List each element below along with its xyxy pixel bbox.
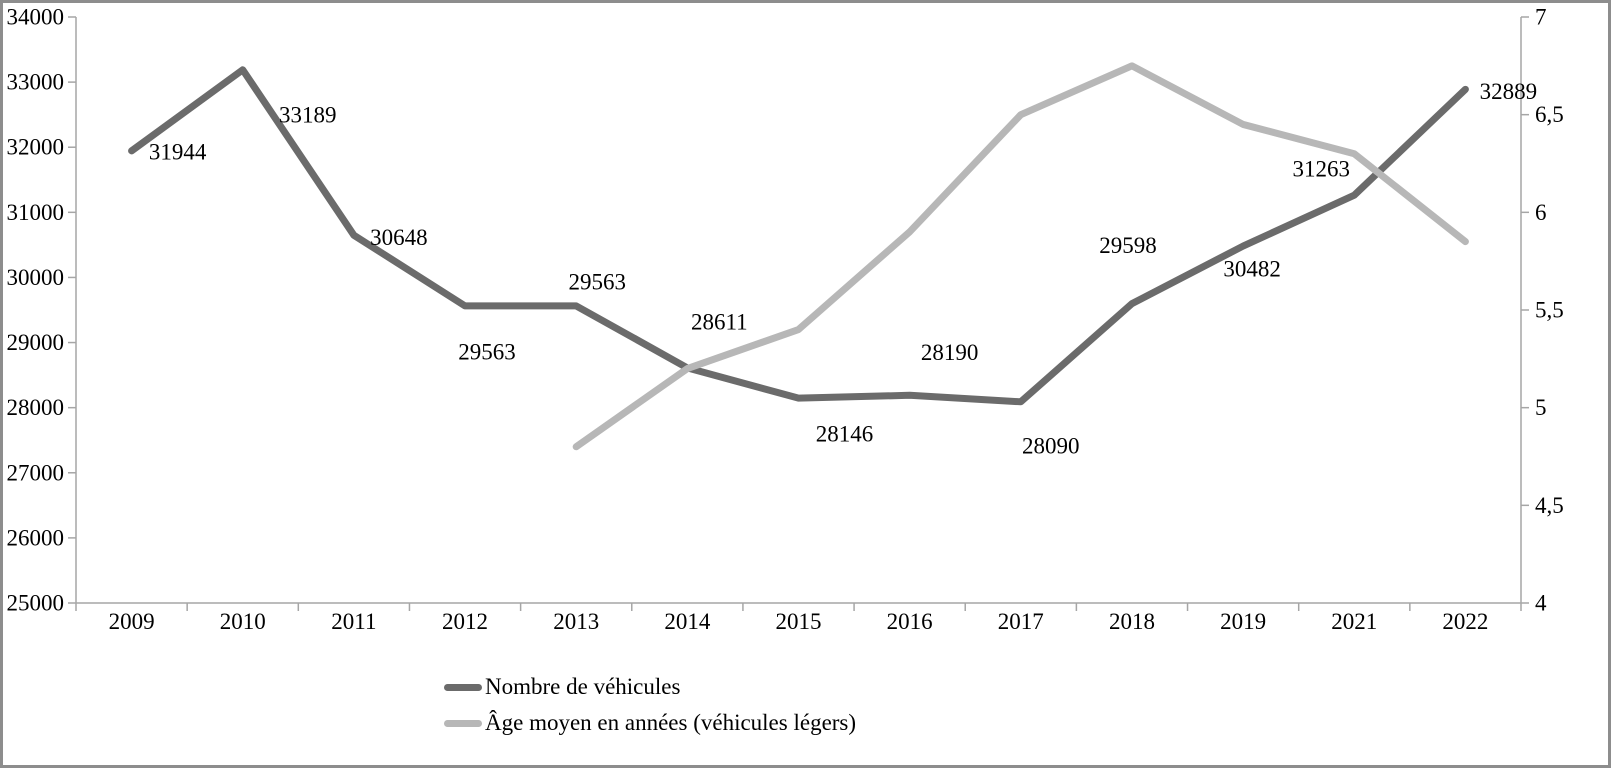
data-label: 29563	[458, 339, 516, 364]
data-label: 31944	[149, 139, 207, 164]
data-label: 29598	[1099, 233, 1157, 258]
data-label: 28146	[816, 422, 874, 447]
x-axis-label: 2015	[776, 609, 822, 634]
legend-label-age-moyen: Âge moyen en années (véhicules légers)	[485, 710, 857, 735]
right-axis-tick-label: 6,5	[1535, 102, 1564, 127]
x-axis-label: 2022	[1442, 609, 1488, 634]
left-axis-tick-label: 27000	[7, 460, 65, 485]
legend-swatch-nombre-de-vehicules	[444, 683, 482, 691]
x-axis-label: 2021	[1331, 609, 1377, 634]
data-label: 33189	[279, 102, 337, 127]
left-axis-tick-label: 28000	[7, 395, 65, 420]
left-axis-tick-label: 34000	[7, 5, 65, 30]
data-label: 31263	[1293, 157, 1351, 182]
data-label: 30482	[1223, 257, 1281, 282]
data-label: 28190	[921, 340, 979, 365]
data-label: 28090	[1022, 433, 1080, 458]
series-line-1	[572, 62, 1469, 451]
data-label: 29563	[568, 269, 626, 294]
x-axis-label: 2010	[220, 609, 266, 634]
legend-item-age-moyen: Âge moyen en années (véhicules légers)	[444, 705, 856, 741]
left-axis-tick-label: 31000	[7, 200, 65, 225]
x-axis-label: 2018	[1109, 609, 1155, 634]
right-axis-tick-label: 6	[1535, 200, 1547, 225]
legend-swatch-age-moyen	[444, 719, 482, 727]
x-axis-label: 2014	[664, 609, 711, 634]
legend-item-nombre-de-vehicules: Nombre de véhicules	[444, 669, 856, 705]
data-label: 32889	[1480, 79, 1538, 104]
left-axis-tick-label: 30000	[7, 265, 65, 290]
x-axis-label: 2012	[442, 609, 488, 634]
x-axis-label: 2013	[553, 609, 599, 634]
left-axis-tick-label: 32000	[7, 135, 65, 160]
data-label: 28611	[691, 309, 748, 334]
legend: Nombre de véhicules Âge moyen en années …	[444, 669, 856, 741]
legend-label-nombre-de-vehicules: Nombre de véhicules	[485, 674, 681, 699]
left-axis-tick-label: 25000	[7, 591, 65, 616]
line-chart: 25000 26000 27000 28000 29000 30000 31000 32000…	[7, 5, 1564, 635]
x-axis-label: 2016	[887, 609, 933, 634]
right-axis-tick-label: 7	[1535, 5, 1547, 30]
right-axis-tick-label: 5,5	[1535, 298, 1564, 323]
right-axis-tick-label: 4	[1535, 591, 1547, 616]
left-axis-tick-label: 29000	[7, 330, 65, 355]
right-axis-tick-label: 5	[1535, 395, 1547, 420]
right-axis-tick-label: 4,5	[1535, 493, 1564, 518]
x-axis-label: 2011	[331, 609, 376, 634]
x-axis-label: 2017	[998, 609, 1044, 634]
left-axis-tick-label: 33000	[7, 70, 65, 95]
series-line-0	[128, 66, 1469, 406]
x-axis-label: 2009	[109, 609, 155, 634]
data-label: 30648	[370, 225, 428, 250]
x-axis-label: 2019	[1220, 609, 1266, 634]
left-axis-tick-label: 26000	[7, 525, 65, 550]
